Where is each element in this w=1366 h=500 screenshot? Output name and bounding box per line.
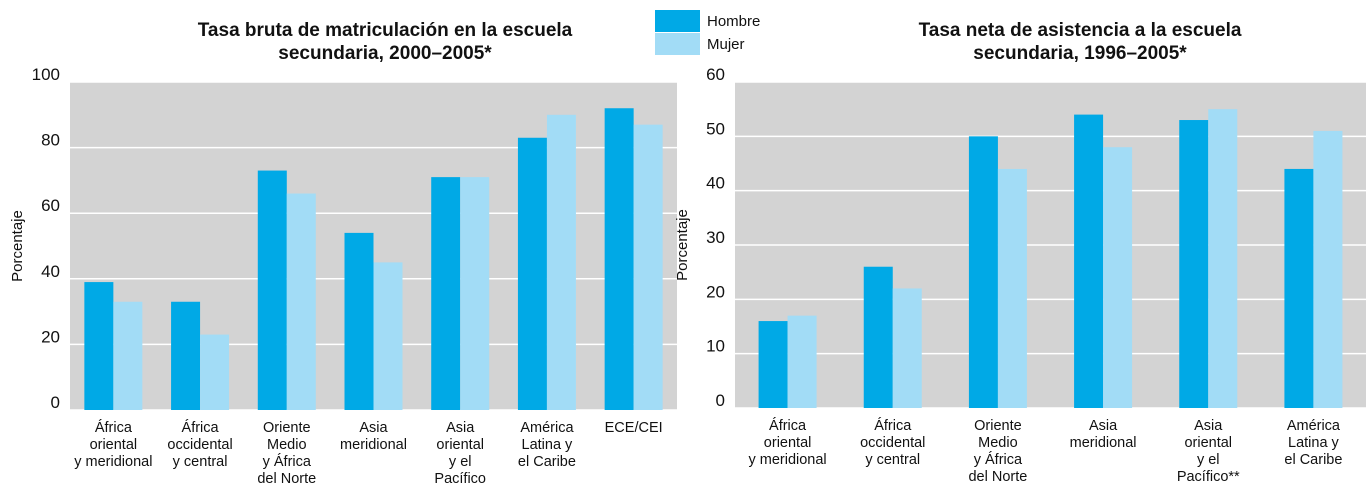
y-axis-label: Porcentaje [674,209,691,281]
y-tick-label: 100 [32,65,60,84]
legend-label: Hombre [707,13,760,30]
x-tick-label: América Latina y el Caribe [1284,418,1342,468]
bar [633,124,663,410]
y-tick-label: 40 [41,262,60,281]
y-tick-label: 0 [716,391,725,410]
y-tick-label: 20 [41,327,60,346]
y-tick-label: 30 [706,228,725,247]
bar [373,262,403,410]
bar [787,315,817,408]
bar [257,170,287,410]
x-tick-label: África occidental y central [167,419,232,470]
x-tick-label: Oriente Medio y África del Norte [257,420,316,487]
bar [968,136,998,409]
y-axis-label: Porcentaje [9,210,26,282]
bar [1208,109,1238,409]
x-tick-label: Asia oriental y el Pacífico** [1177,418,1240,485]
bar [758,321,788,408]
bar [1179,120,1209,409]
y-tick-label: 40 [706,174,725,193]
y-tick-label: 20 [706,282,725,301]
bar [997,168,1027,408]
y-tick-label: 50 [706,119,725,138]
bar [460,177,490,410]
x-tick-label: ECE/CEI [605,420,663,436]
x-tick-label: África occidental y central [860,417,925,468]
bar [1103,147,1133,408]
y-tick-label: 60 [41,196,60,215]
legend-label: Mujer [707,36,745,53]
bar [113,301,143,410]
bar [1284,168,1314,408]
bar [1074,114,1104,408]
y-tick-label: 60 [706,65,725,84]
x-tick-label: Asia meridional [340,420,407,453]
chart-title: Tasa bruta de matriculación en la escuel… [198,20,573,64]
bar [286,193,316,410]
x-tick-label: África oriental y meridional [748,417,826,468]
legend-swatch [655,33,700,55]
x-tick-label: Asia oriental y el Pacífico [434,420,486,487]
chart-title: Tasa neta de asistencia a la escuela secu… [919,20,1242,64]
bar [517,137,547,410]
x-tick-label: Oriente Medio y África del Norte [968,418,1027,485]
bar [344,232,374,410]
bar [84,282,114,410]
bar [171,301,201,410]
bar [200,334,230,410]
y-tick-label: 0 [51,393,60,412]
x-tick-label: América Latina y el Caribe [518,420,576,470]
bar [1313,130,1343,408]
x-tick-label: África oriental y meridional [74,419,152,470]
bar [863,266,893,408]
x-tick-label: Asia meridional [1070,418,1137,451]
bar [604,108,634,411]
bar [431,177,461,410]
y-tick-label: 10 [706,337,725,356]
bar [546,114,576,411]
bar [892,288,922,408]
y-tick-label: 80 [41,131,60,150]
legend-swatch [655,10,700,32]
